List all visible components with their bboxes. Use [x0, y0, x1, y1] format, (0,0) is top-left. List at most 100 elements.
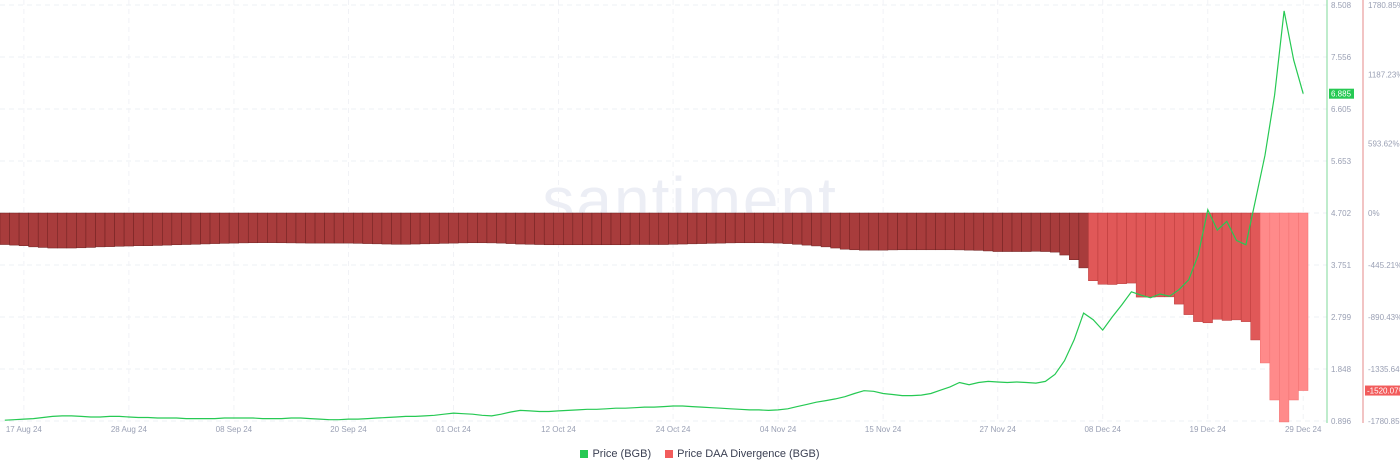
divergence-tick-label: -890.43%	[1368, 313, 1400, 322]
divergence-bar	[973, 212, 984, 251]
divergence-bar	[744, 212, 755, 244]
divergence-bar	[104, 212, 115, 247]
divergence-bar	[1260, 212, 1271, 364]
divergence-bar	[753, 212, 765, 244]
divergence-bar	[830, 212, 841, 249]
price-tick-label: 8.508	[1331, 1, 1352, 10]
divergence-bar	[1269, 212, 1280, 401]
divergence-bar	[706, 212, 717, 244]
divergence-tick-label: 1780.85%	[1368, 1, 1400, 10]
divergence-bar	[553, 212, 564, 246]
divergence-bar	[257, 212, 268, 243]
divergence-bar	[773, 212, 784, 244]
divergence-bar	[1059, 212, 1070, 256]
divergence-bar	[620, 212, 631, 246]
divergence-bar	[76, 212, 87, 249]
divergence-bar	[477, 212, 488, 244]
divergence-bar	[448, 212, 459, 244]
x-tick-label: 28 Aug 24	[111, 425, 148, 434]
divergence-bar	[486, 212, 497, 244]
divergence-bar	[209, 212, 220, 244]
divergence-bar	[1202, 212, 1213, 324]
divergence-bar	[1298, 212, 1309, 391]
divergence-bar	[1021, 212, 1032, 252]
divergence-bar	[811, 212, 822, 247]
divergence-bar	[238, 212, 249, 244]
x-tick-label: 12 Oct 24	[541, 425, 576, 434]
divergence-bar	[353, 212, 364, 244]
divergence-bar	[839, 212, 850, 250]
divergence-bar	[543, 212, 555, 246]
divergence-bar	[1049, 212, 1061, 253]
divergence-bar	[47, 212, 58, 249]
x-tick-label: 04 Nov 24	[760, 425, 797, 434]
divergence-bar	[381, 212, 392, 245]
divergence-bar	[983, 212, 994, 252]
divergence-bar	[1279, 212, 1290, 423]
divergence-bar	[1069, 212, 1080, 260]
divergence-bar	[305, 212, 316, 244]
divergence-bar	[1250, 212, 1261, 341]
divergence-bar	[458, 212, 469, 244]
divergence-bar	[142, 212, 154, 246]
divergence-bar	[696, 212, 707, 244]
divergence-badge: -1520.07%	[1365, 385, 1400, 396]
divergence-bar	[1011, 212, 1022, 252]
divergence-bar	[18, 212, 29, 246]
divergence-bar	[639, 212, 650, 245]
divergence-bar	[1288, 212, 1299, 401]
svg-text:6.885: 6.885	[1331, 90, 1352, 99]
divergence-bar	[37, 212, 48, 248]
divergence-bar	[467, 212, 478, 244]
divergence-bar	[0, 212, 10, 245]
price-tick-label: 2.799	[1331, 313, 1352, 322]
price-tick-label: 1.848	[1331, 365, 1352, 374]
divergence-bar	[1078, 212, 1089, 269]
divergence-bar	[916, 212, 927, 251]
legend-item-price[interactable]: Price (BGB)	[580, 448, 651, 460]
price-tick-label: 3.751	[1331, 261, 1352, 270]
divergence-bar	[906, 212, 917, 251]
divergence-tick-label: 1187.23%	[1368, 70, 1400, 79]
divergence-bar	[964, 212, 975, 251]
price-line	[4, 10, 1304, 421]
legend-label: Price DAA Divergence (BGB)	[677, 448, 820, 460]
divergence-bar	[95, 212, 106, 248]
divergence-bar	[324, 212, 335, 244]
divergence-bar	[286, 212, 297, 244]
divergence-bar	[792, 212, 803, 245]
price-tick-label: 0.896	[1331, 417, 1352, 426]
divergence-bar	[181, 212, 192, 245]
divergence-bar	[429, 212, 440, 244]
divergence-bar	[400, 212, 411, 245]
legend-item-divergence[interactable]: Price DAA Divergence (BGB)	[665, 448, 820, 460]
divergence-bar	[572, 212, 583, 246]
divergence-bar	[648, 212, 660, 245]
x-tick-label: 08 Sep 24	[216, 425, 253, 434]
divergence-bar	[114, 212, 125, 247]
x-tick-label: 08 Dec 24	[1084, 425, 1121, 434]
divergence-bar	[629, 212, 640, 245]
divergence-bar	[1174, 212, 1185, 305]
divergence-bar	[668, 212, 679, 245]
divergence-bar	[734, 212, 745, 244]
divergence-bar	[878, 212, 889, 251]
x-tick-label: 27 Nov 24	[979, 425, 1016, 434]
divergence-bar	[1107, 212, 1118, 285]
divergence-bar	[190, 212, 201, 245]
divergence-bar	[228, 212, 239, 244]
divergence-bar	[1097, 212, 1108, 285]
divergence-bar	[1231, 212, 1242, 321]
x-tick-label: 15 Nov 24	[865, 425, 902, 434]
divergence-bar	[992, 212, 1003, 252]
divergence-bar	[1030, 212, 1041, 252]
divergence-bar	[66, 212, 77, 249]
divergence-bar	[935, 212, 946, 251]
divergence-bar	[9, 212, 20, 246]
divergence-bar	[658, 212, 669, 245]
divergence-bar	[944, 212, 955, 251]
divergence-bar	[1145, 212, 1156, 298]
legend-label: Price (BGB)	[592, 448, 652, 460]
x-tick-label: 01 Oct 24	[436, 425, 471, 434]
